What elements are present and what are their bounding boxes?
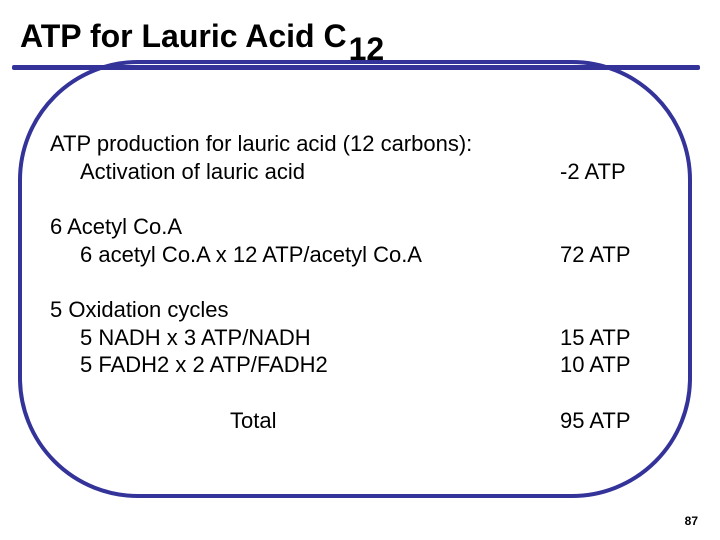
value: -2 ATP <box>560 158 670 186</box>
text: 6 Acetyl Co.A <box>50 213 670 241</box>
line: 5 NADH x 3 ATP/NADH 15 ATP <box>50 324 670 352</box>
total-value: 95 ATP <box>560 407 670 435</box>
line: 6 acetyl Co.A x 12 ATP/acetyl Co.A 72 AT… <box>50 241 670 269</box>
line: 5 FADH2 x 2 ATP/FADH2 10 ATP <box>50 351 670 379</box>
page-title: ATP for Lauric Acid C 12 <box>20 18 720 55</box>
total-label: Total <box>50 407 560 435</box>
group-activation: ATP production for lauric acid (12 carbo… <box>50 130 670 185</box>
slide: ATP for Lauric Acid C 12 ATP production … <box>0 0 720 540</box>
line: 6 Acetyl Co.A <box>50 213 670 241</box>
text: 5 FADH2 x 2 ATP/FADH2 <box>50 351 560 379</box>
text: 5 NADH x 3 ATP/NADH <box>50 324 560 352</box>
value: 10 ATP <box>560 351 670 379</box>
page-number: 87 <box>685 514 698 528</box>
group-oxidation: 5 Oxidation cycles 5 NADH x 3 ATP/NADH 1… <box>50 296 670 379</box>
line: 5 Oxidation cycles <box>50 296 670 324</box>
title-main: ATP for Lauric Acid C <box>20 18 347 55</box>
title-wrap: ATP for Lauric Acid C 12 <box>0 0 720 55</box>
line: Activation of lauric acid -2 ATP <box>50 158 670 186</box>
text: ATP production for lauric acid (12 carbo… <box>50 130 670 158</box>
total-row: Total 95 ATP <box>50 407 670 435</box>
value: 15 ATP <box>560 324 670 352</box>
line: ATP production for lauric acid (12 carbo… <box>50 130 670 158</box>
spacer <box>50 185 670 213</box>
group-acetylcoa: 6 Acetyl Co.A 6 acetyl Co.A x 12 ATP/ace… <box>50 213 670 268</box>
value: 72 ATP <box>560 241 670 269</box>
spacer <box>50 379 670 407</box>
content: ATP production for lauric acid (12 carbo… <box>50 130 670 434</box>
text: Activation of lauric acid <box>50 158 560 186</box>
text: 5 Oxidation cycles <box>50 296 670 324</box>
spacer <box>50 268 670 296</box>
text: 6 acetyl Co.A x 12 ATP/acetyl Co.A <box>50 241 560 269</box>
